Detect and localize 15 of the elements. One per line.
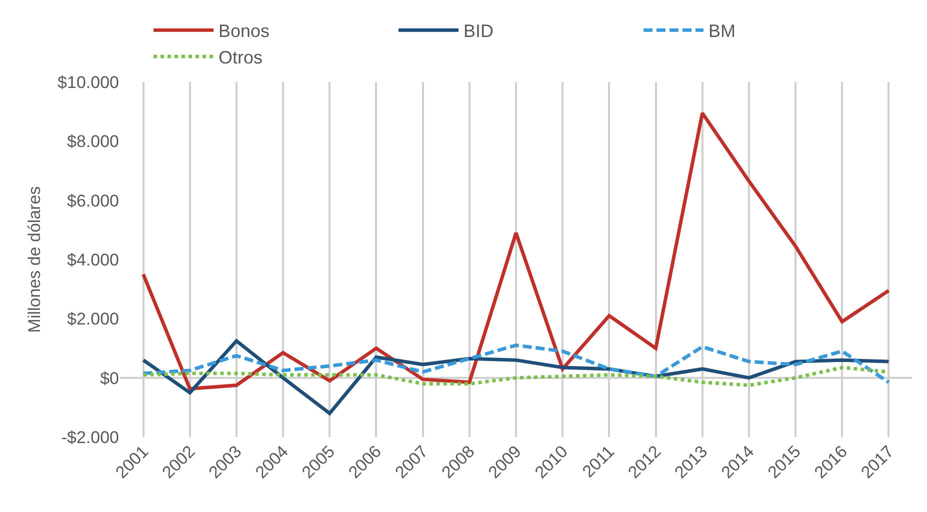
legend-label: BM bbox=[708, 21, 736, 42]
y-tick-label: -$2.000 bbox=[61, 428, 119, 447]
y-tick-label: $0 bbox=[100, 368, 119, 388]
y-tick-label: $2.000 bbox=[67, 310, 119, 329]
y-tick-label: $8.000 bbox=[67, 132, 119, 152]
y-tick-label: $10.000 bbox=[58, 72, 119, 92]
legend-label: Otros bbox=[218, 48, 263, 68]
y-tick-label: $6.000 bbox=[67, 191, 119, 210]
legend-label: Bonos bbox=[218, 21, 270, 42]
legend-label: BID bbox=[464, 21, 494, 42]
line-series bbox=[142, 366, 890, 387]
y-tick-label: $4.000 bbox=[67, 250, 119, 270]
y-axis-title: Millones de dólares bbox=[25, 186, 44, 333]
line-series bbox=[142, 344, 890, 384]
line-series bbox=[142, 111, 890, 391]
